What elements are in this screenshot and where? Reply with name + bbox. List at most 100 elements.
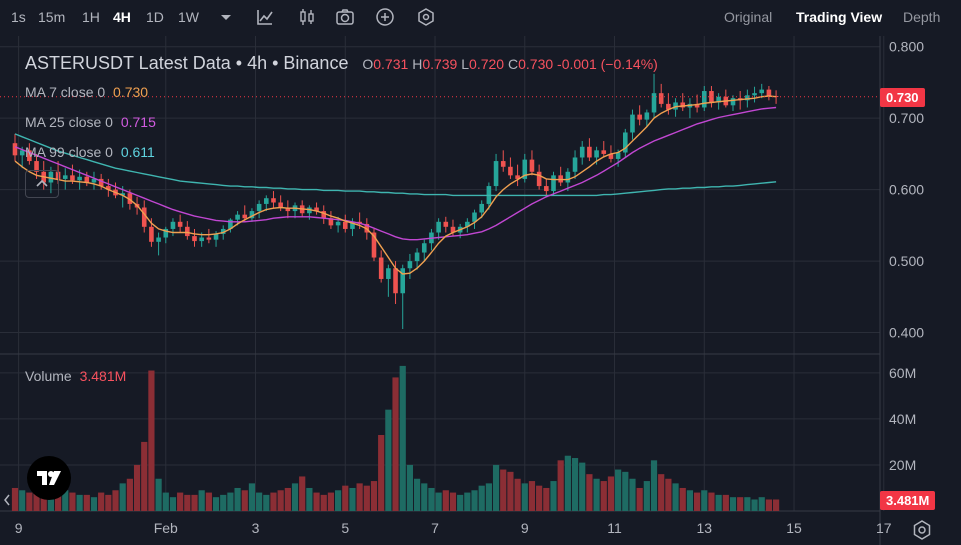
volume-bar	[335, 490, 342, 511]
exchange-label: Binance	[283, 53, 349, 73]
ma99-line	[14, 133, 777, 197]
timeframe-1w[interactable]: 1W	[178, 9, 199, 25]
volume-bar	[643, 481, 650, 511]
volume-bar	[191, 494, 198, 511]
volume-bar	[629, 478, 636, 511]
volume-bar	[514, 478, 521, 511]
volume-bar	[478, 485, 485, 511]
volume-bar	[69, 492, 76, 511]
time-tick-label: Feb	[154, 520, 178, 536]
volume-bar	[205, 492, 212, 511]
volume-bar	[729, 497, 737, 511]
timeframe-1d[interactable]: 1D	[146, 9, 164, 25]
volume-bar	[234, 487, 241, 511]
candle-body	[321, 211, 327, 219]
candle-body	[421, 243, 427, 253]
close-value: 0.730	[518, 56, 554, 72]
volume-bar	[708, 492, 715, 511]
legend-header: ASTERUSDT Latest Data • 4h • Binance O0.…	[25, 53, 658, 73]
chart-canvas[interactable]: 0.800 0.700 0.600 0.500 0.400 60M 40M 20M 9 Feb 3 5…	[0, 36, 961, 545]
volume-bar	[672, 483, 679, 511]
gear-icon[interactable]	[911, 519, 933, 541]
timeframe-4h[interactable]: 4H	[113, 9, 131, 25]
add-icon[interactable]	[375, 7, 395, 27]
volume-bar	[385, 409, 392, 511]
candle-body	[443, 221, 449, 227]
volume-bar	[492, 464, 500, 511]
timeframe-1h[interactable]: 1H	[82, 9, 100, 25]
candlestick-icon[interactable]	[297, 7, 317, 27]
volume-bar	[349, 487, 356, 511]
candle-body	[192, 236, 197, 242]
camera-icon[interactable]	[335, 7, 355, 27]
candle-body	[127, 193, 133, 204]
candle-body	[615, 152, 621, 159]
timeframe-15m[interactable]: 15m	[38, 9, 66, 25]
volume-bar	[220, 494, 227, 511]
chevron-down-icon[interactable]	[216, 7, 236, 27]
candle-body	[400, 268, 406, 294]
time-tick-label: 15	[786, 520, 802, 536]
volume-bar	[471, 490, 478, 511]
tradingview-logo[interactable]	[27, 456, 71, 500]
volume-tick-label: 20M	[889, 457, 916, 473]
volume-bar	[126, 478, 133, 511]
candle-body	[256, 203, 262, 212]
ma7-legend: MA 7 close 0 0.730	[25, 84, 149, 100]
settings-icon[interactable]	[416, 7, 436, 27]
view-trading-view[interactable]: Trading View	[796, 9, 883, 25]
volume-bar	[758, 497, 765, 511]
scroll-left-icon[interactable]	[2, 490, 12, 510]
volume-bar	[83, 494, 90, 511]
volume-bar	[320, 494, 327, 511]
candle-body	[623, 132, 628, 153]
candle-body	[414, 252, 420, 262]
collapse-legend-button[interactable]	[25, 170, 59, 198]
timeframe-1s[interactable]: 1s	[11, 9, 26, 25]
volume-bar	[571, 458, 579, 511]
candle-body	[407, 261, 413, 269]
volume-bar	[291, 483, 299, 511]
volume-bar	[543, 487, 550, 511]
volume-bar	[765, 499, 772, 511]
ma25-legend: MA 25 close 0 0.715	[25, 114, 156, 130]
volume-bar	[435, 492, 442, 511]
indicator-icon[interactable]	[255, 7, 275, 27]
volume-bar	[722, 494, 729, 511]
volume-bar	[665, 478, 672, 511]
candle-body	[19, 150, 25, 156]
candle-body	[91, 178, 97, 183]
volume-bar	[90, 497, 98, 511]
price-tick-label: 0.800	[889, 39, 924, 55]
candle-body	[220, 228, 226, 234]
volume-bar	[550, 481, 557, 511]
candle-body	[680, 102, 686, 108]
open-value: 0.731	[373, 56, 409, 72]
candle-body	[479, 203, 484, 213]
candle-body	[630, 114, 635, 133]
ma7-line	[14, 95, 777, 275]
volume-bar	[133, 464, 141, 511]
candle-body	[278, 202, 283, 208]
candle-body	[285, 207, 291, 212]
chevron-up-icon	[36, 179, 48, 187]
candle-body	[12, 143, 18, 156]
tradingview-logo-icon	[37, 471, 61, 485]
volume-bar	[464, 492, 471, 511]
volume-bar	[615, 469, 622, 511]
candle-body	[666, 103, 671, 110]
volume-bar	[449, 492, 457, 511]
volume-bar	[119, 483, 126, 511]
candle-body	[185, 226, 190, 237]
candle-body	[551, 175, 556, 192]
candle-body	[658, 93, 664, 104]
candle-body	[522, 159, 528, 179]
candle-body	[500, 161, 506, 167]
candle-body	[228, 219, 233, 229]
volume-bar	[98, 492, 105, 511]
view-depth[interactable]: Depth	[903, 9, 941, 25]
volume-bar	[428, 487, 435, 511]
candle-body	[515, 175, 520, 179]
view-original[interactable]: Original	[724, 9, 773, 25]
candle-body	[120, 193, 125, 196]
